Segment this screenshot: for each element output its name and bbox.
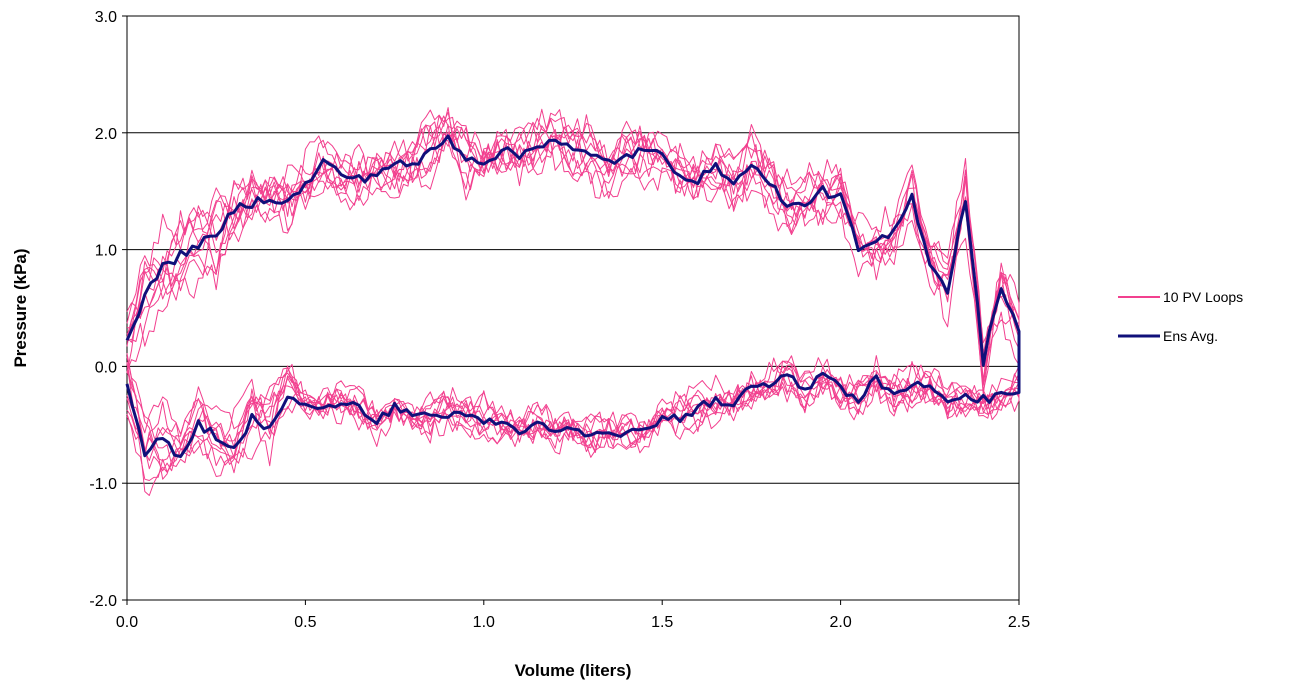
y-axis-title: Pressure (kPa) bbox=[11, 248, 30, 367]
x-tick-label-4: 2.0 bbox=[829, 614, 851, 631]
y-tick-label-4: 2.0 bbox=[95, 126, 117, 143]
y-tick-label-2: 0.0 bbox=[95, 359, 117, 376]
legend-label-pv-loops: 10 PV Loops bbox=[1163, 289, 1243, 305]
pv-loop-line-8 bbox=[126, 138, 1020, 458]
pv-loop-line-9 bbox=[126, 132, 1020, 465]
ensemble-average-series-group bbox=[125, 134, 1021, 459]
x-tick-label-0: 0.0 bbox=[116, 614, 138, 631]
y-tick-label-0: -2.0 bbox=[89, 593, 117, 610]
x-tick-label-1: 0.5 bbox=[294, 614, 316, 631]
pv-loop-series-group bbox=[126, 107, 1020, 496]
x-tick-label-5: 2.5 bbox=[1008, 614, 1030, 631]
legend: 10 PV Loops Ens Avg. bbox=[1118, 289, 1243, 344]
y-tick-label-1: -1.0 bbox=[89, 476, 117, 493]
y-tick-label-5: 3.0 bbox=[95, 9, 117, 26]
legend-label-ens-avg: Ens Avg. bbox=[1163, 328, 1218, 344]
axes: -2.0 -1.0 0.0 1.0 2.0 3.0 0.0 0.5 1.0 1.5 2.0 2.5 bbox=[89, 9, 1030, 631]
x-axis-title: Volume (liters) bbox=[515, 661, 632, 680]
gridlines bbox=[127, 15, 1019, 601]
pv-loop-line-1 bbox=[126, 107, 1020, 474]
y-tick-label-3: 1.0 bbox=[95, 243, 117, 260]
x-tick-label-3: 1.5 bbox=[651, 614, 673, 631]
x-tick-label-2: 1.0 bbox=[473, 614, 495, 631]
plot-area-frame bbox=[126, 15, 1020, 601]
ensemble-average-line bbox=[125, 134, 1021, 459]
